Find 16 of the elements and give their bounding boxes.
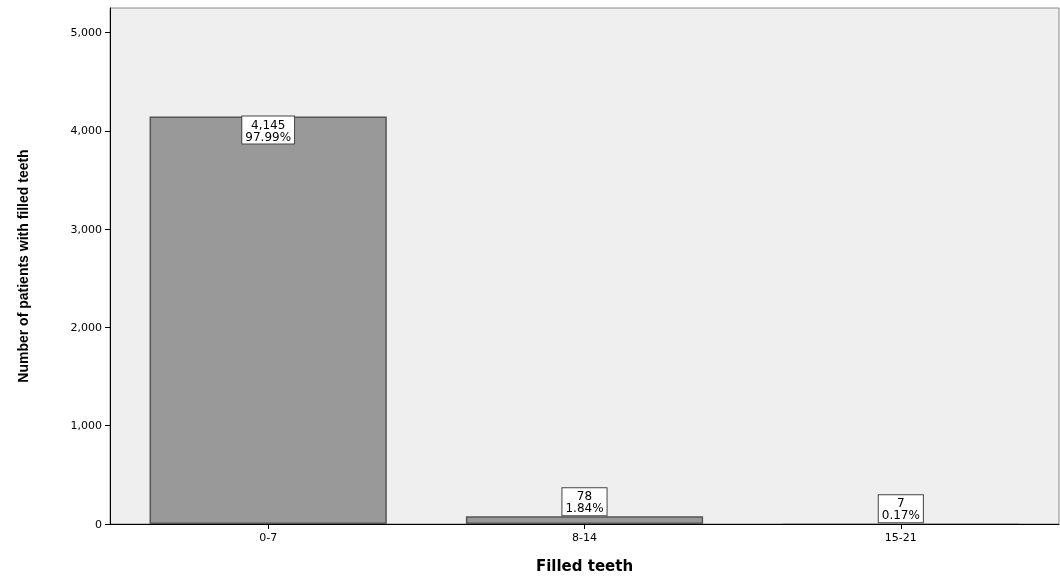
x-tick-label: 0-7 — [259, 531, 278, 544]
y-tick-label: 1,000 — [70, 419, 102, 433]
bar — [465, 516, 704, 524]
bar — [149, 116, 387, 524]
y-tick-label: 2,000 — [70, 320, 102, 334]
y-tick-label: 5,000 — [70, 26, 102, 40]
y-tick-label: 0 — [95, 517, 102, 531]
x-tick-label: 8-14 — [572, 531, 597, 544]
x-tick-label: 15-21 — [884, 531, 917, 544]
y-tick-label: 3,000 — [70, 222, 102, 236]
data-label: 4,145 97.99% — [245, 117, 292, 144]
y-axis-title: Number of patients with filled teeth — [15, 149, 31, 383]
x-axis-title: Filled teeth — [535, 556, 634, 575]
data-label: 78 1.84% — [565, 489, 604, 516]
data-label: 7 0.17% — [881, 496, 920, 523]
y-tick-label: 4,000 — [70, 124, 102, 138]
